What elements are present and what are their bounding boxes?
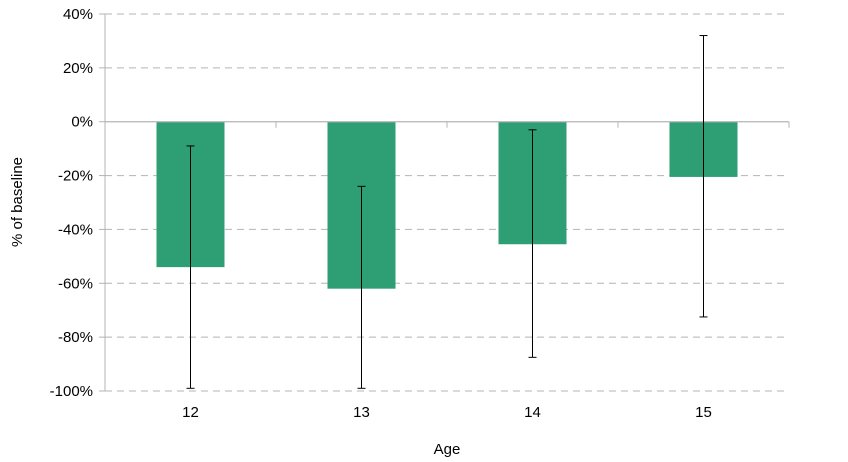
y-tick-label: -40% bbox=[58, 221, 93, 238]
y-tick-label: 40% bbox=[63, 6, 93, 23]
axes bbox=[99, 13, 790, 392]
y-tick-label: 0% bbox=[71, 114, 93, 131]
x-tick-labels: 12 13 14 15 bbox=[182, 404, 712, 421]
y-tick-labels: 40% 20% 0% -20% -40% -60% -80% -100% bbox=[50, 6, 93, 400]
bars bbox=[156, 121, 738, 289]
y-axis-title: % of baseline bbox=[9, 157, 26, 247]
x-tick-label: 15 bbox=[695, 404, 712, 421]
y-tick-label: 20% bbox=[63, 60, 93, 77]
y-tick-label: -80% bbox=[58, 329, 93, 346]
x-tick-label: 14 bbox=[524, 404, 541, 421]
y-tick-label: -60% bbox=[58, 275, 93, 292]
x-tick-label: 12 bbox=[182, 404, 199, 421]
y-tick-label: -100% bbox=[50, 383, 93, 400]
y-tick-label: -20% bbox=[58, 168, 93, 185]
x-axis-title: Age bbox=[434, 441, 461, 458]
error-bars bbox=[186, 35, 708, 389]
x-tick-label: 13 bbox=[353, 404, 370, 421]
